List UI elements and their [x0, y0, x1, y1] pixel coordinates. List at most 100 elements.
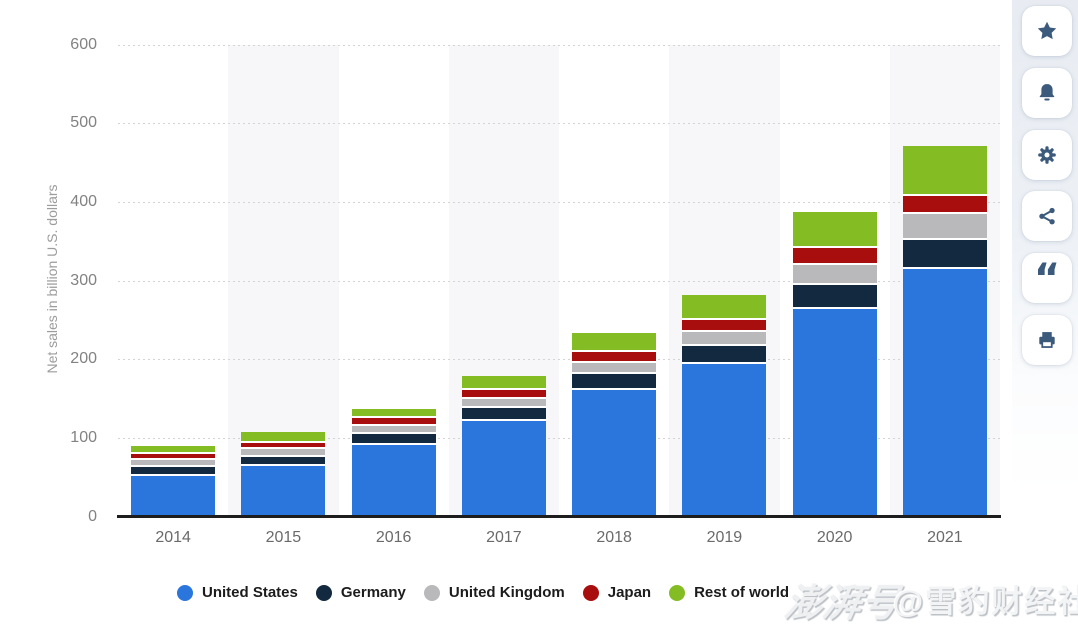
bar-segment-2021-germany[interactable] [902, 239, 987, 269]
watermark-platform: 澎湃号 [781, 583, 903, 625]
legend-label: Rest of world [694, 584, 790, 601]
bar-segment-2021-united-kingdom[interactable] [902, 214, 987, 240]
bar-segment-2016-rest-of-world[interactable] [351, 409, 436, 418]
bar-segment-2020-rest-of-world[interactable] [792, 212, 877, 249]
x-tick-label-2016: 2016 [375, 529, 412, 546]
y-tick-label: 400 [70, 192, 97, 210]
toolbar-button-print[interactable] [1022, 315, 1072, 365]
y-tick-label: 500 [70, 114, 97, 132]
y-tick-label: 200 [70, 350, 97, 368]
toolbar-button-share[interactable] [1022, 191, 1072, 241]
bar-2014 [131, 446, 216, 516]
bell-icon [1036, 82, 1058, 104]
y-gridline [118, 359, 1000, 361]
bar-segment-2019-japan[interactable] [682, 319, 767, 333]
bar-segment-2018-germany[interactable] [572, 374, 657, 390]
bar-2021 [902, 146, 987, 516]
bar-segment-2018-united-states[interactable] [572, 389, 657, 516]
bar-segment-2016-germany[interactable] [351, 433, 436, 445]
bar-2016 [351, 409, 436, 516]
bar-segment-2019-germany[interactable] [682, 346, 767, 364]
bar-segment-2018-united-kingdom[interactable] [572, 362, 657, 375]
bar-segment-2014-rest-of-world[interactable] [131, 446, 216, 454]
toolbar-button-cite[interactable]: “ [1022, 253, 1072, 303]
bar-segment-2014-japan[interactable] [131, 453, 216, 461]
legend-marker-icon [315, 584, 332, 601]
bar-segment-2017-germany[interactable] [461, 407, 546, 422]
legend-item-united-states[interactable]: United States [177, 584, 298, 601]
bar-segment-2021-united-states[interactable] [902, 268, 987, 516]
x-tick-label-2015: 2015 [265, 529, 302, 546]
legend-marker-icon [582, 584, 599, 601]
star-icon [1036, 20, 1058, 42]
legend-marker-icon [177, 584, 193, 601]
bar-segment-2019-united-kingdom[interactable] [682, 332, 767, 347]
bar-segment-2017-united-states[interactable] [461, 421, 546, 516]
bar-segment-2014-germany[interactable] [131, 466, 216, 476]
bar-segment-2021-rest-of-world[interactable] [902, 146, 987, 197]
y-tick-label: 300 [70, 271, 97, 289]
quote-icon: “ [1033, 256, 1061, 302]
x-tick-label-2014: 2014 [155, 529, 191, 546]
bar-segment-2017-rest-of-world[interactable] [461, 376, 546, 390]
legend-item-united-kingdom[interactable]: United Kingdom [423, 584, 565, 601]
bar-segment-2018-japan[interactable] [572, 352, 657, 363]
legend-label: Japan [607, 584, 652, 601]
bar-2018 [572, 332, 657, 516]
legend-item-germany[interactable]: Germany [315, 584, 406, 601]
legend-item-japan[interactable]: Japan [582, 584, 652, 601]
x-tick-label-2020: 2020 [816, 529, 853, 546]
bar-segment-2018-rest-of-world[interactable] [572, 332, 657, 353]
x-tick-label-2021: 2021 [927, 529, 963, 546]
bar-2020 [792, 212, 877, 516]
toolbar-button-notifications[interactable] [1022, 68, 1072, 118]
bar-segment-2016-japan[interactable] [351, 417, 436, 427]
y-gridline [118, 44, 1000, 46]
bar-segment-2020-japan[interactable] [792, 248, 877, 265]
x-tick-label-2018: 2018 [596, 529, 632, 546]
gear-icon [1036, 144, 1058, 166]
legend-label: Germany [340, 584, 406, 601]
legend-marker-icon [669, 584, 686, 601]
y-tick-label: 0 [88, 507, 97, 525]
x-tick-label-2017: 2017 [486, 529, 522, 546]
bar-segment-2014-united-kingdom[interactable] [131, 460, 216, 467]
y-gridline [118, 201, 1000, 203]
bar-segment-2014-united-states[interactable] [131, 475, 216, 516]
bar-segment-2019-rest-of-world[interactable] [682, 295, 767, 320]
chart-legend: United States Germany United Kingdom Japan R… [177, 584, 789, 601]
y-gridline [118, 280, 1000, 282]
bar-segment-2016-united-kingdom[interactable] [351, 426, 436, 434]
legend-label: United Kingdom [448, 584, 565, 601]
bar-segment-2015-united-kingdom[interactable] [241, 449, 326, 457]
bar-segment-2021-japan[interactable] [902, 196, 987, 215]
bar-2015 [241, 431, 326, 516]
bar-segment-2017-japan[interactable] [461, 389, 546, 399]
bar-segment-2015-united-states[interactable] [241, 465, 326, 516]
legend-marker-icon [423, 584, 440, 601]
x-tick-label-2019: 2019 [706, 529, 743, 546]
legend-label: United States [202, 584, 298, 601]
printer-icon [1036, 329, 1058, 351]
bar-segment-2020-united-kingdom[interactable] [792, 264, 877, 286]
y-tick-label: 100 [70, 428, 97, 446]
bar-segment-2020-united-states[interactable] [792, 308, 877, 516]
bar-segment-2016-united-states[interactable] [351, 444, 436, 516]
y-gridline [118, 437, 1000, 439]
toolbar-button-settings[interactable] [1022, 130, 1072, 180]
bar-segment-2019-united-states[interactable] [682, 363, 767, 516]
toolbar-button-favorite[interactable] [1022, 6, 1072, 56]
bar-segment-2017-united-kingdom[interactable] [461, 398, 546, 408]
y-gridline [118, 123, 1000, 125]
legend-item-rest-of-world[interactable]: Rest of world [669, 584, 789, 601]
bar-segment-2015-germany[interactable] [241, 456, 326, 466]
bar-segment-2015-japan[interactable] [241, 442, 326, 450]
bar-segment-2015-rest-of-world[interactable] [241, 431, 326, 443]
share-icon [1036, 205, 1058, 227]
bar-segment-2020-germany[interactable] [792, 285, 877, 309]
bar-2019 [682, 295, 767, 516]
x-axis-line [117, 514, 1001, 518]
bar-2017 [461, 376, 546, 516]
y-tick-label: 600 [70, 35, 97, 53]
